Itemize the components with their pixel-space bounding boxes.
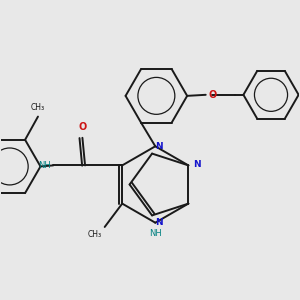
Text: NH: NH: [38, 161, 51, 170]
Text: N: N: [193, 160, 200, 169]
Text: N: N: [155, 142, 162, 152]
Text: O: O: [208, 90, 217, 100]
Text: N: N: [155, 218, 162, 226]
Text: CH₃: CH₃: [88, 230, 102, 238]
Text: O: O: [78, 122, 86, 133]
Text: CH₃: CH₃: [31, 103, 45, 112]
Text: NH: NH: [149, 229, 162, 238]
